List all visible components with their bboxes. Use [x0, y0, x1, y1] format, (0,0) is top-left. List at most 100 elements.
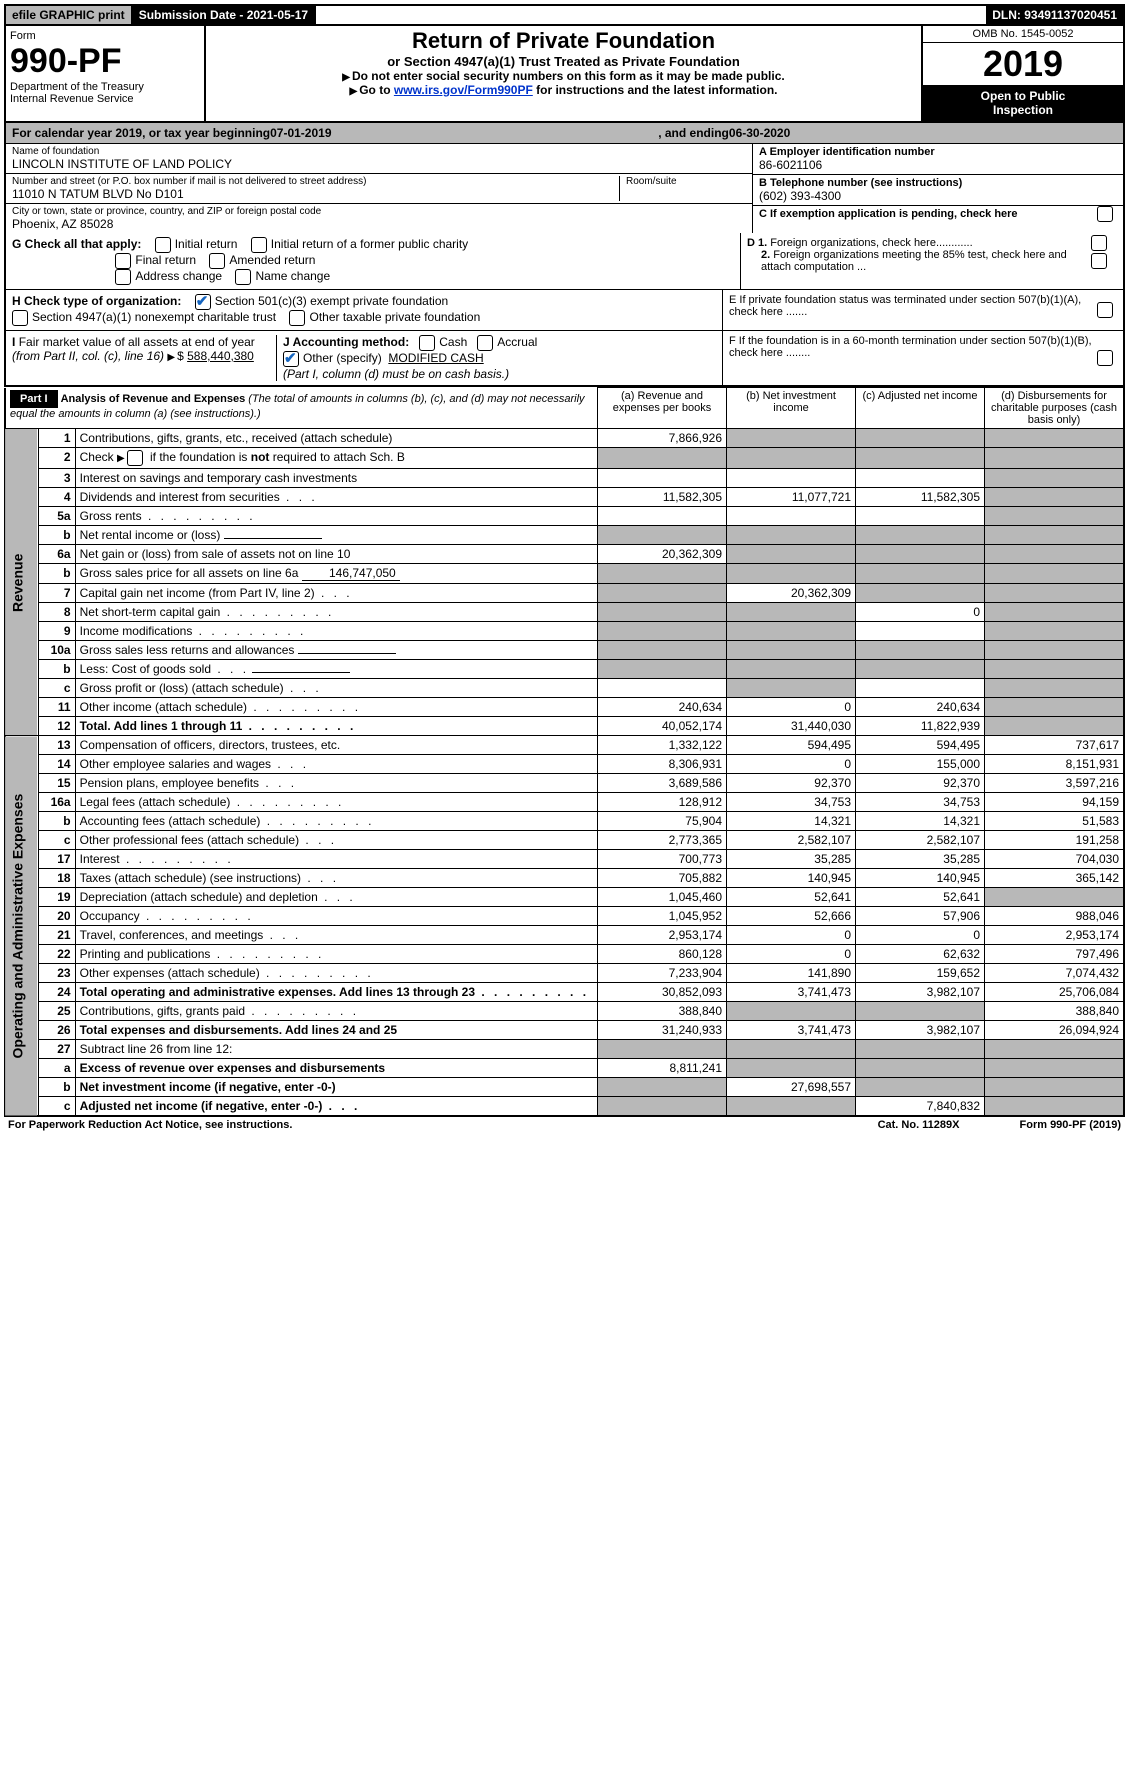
data-cell: 30,852,093 [598, 983, 727, 1002]
g-opt-4: Address change [135, 269, 222, 283]
table-row: bNet investment income (if negative, ent… [5, 1078, 1124, 1097]
line-number: 5a [38, 507, 75, 526]
data-cell [727, 641, 856, 660]
j-cash-label: Cash [439, 335, 467, 349]
g-final-return-checkbox[interactable] [115, 253, 131, 269]
data-cell [985, 622, 1125, 641]
j-cash-checkbox[interactable] [419, 335, 435, 351]
table-row: 12Total. Add lines 1 through 1140,052,17… [5, 717, 1124, 736]
city-value: Phoenix, AZ 85028 [12, 217, 746, 231]
line-description: Contributions, gifts, grants, etc., rece… [75, 429, 597, 448]
line-number: 11 [38, 698, 75, 717]
line-description: Excess of revenue over expenses and disb… [75, 1059, 597, 1078]
instruction-2: Go to www.irs.gov/Form990PF for instruct… [212, 83, 915, 97]
data-cell: 1,045,952 [598, 907, 727, 926]
data-cell: 62,632 [856, 945, 985, 964]
table-row: bGross sales price for all assets on lin… [5, 564, 1124, 584]
i-value: 588,440,380 [187, 349, 254, 363]
line-description: Interest on savings and temporary cash i… [75, 469, 597, 488]
line-number: 9 [38, 622, 75, 641]
name-label: Name of foundation [12, 146, 746, 157]
line-description: Gross profit or (loss) (attach schedule) [75, 679, 597, 698]
col-d-header: (d) Disbursements for charitable purpose… [985, 388, 1125, 429]
h-4947-checkbox[interactable] [12, 310, 28, 326]
line-number: 27 [38, 1040, 75, 1059]
g-opt-5: Name change [255, 269, 330, 283]
data-cell [727, 1097, 856, 1117]
data-cell: 8,151,931 [985, 755, 1125, 774]
side-label: Revenue [5, 429, 38, 736]
data-cell [985, 1059, 1125, 1078]
j-other-checkbox[interactable] [283, 351, 299, 367]
submission-date: Submission Date - 2021-05-17 [133, 6, 316, 24]
data-cell: 240,634 [856, 698, 985, 717]
part1-table: Part I Analysis of Revenue and Expenses … [4, 387, 1125, 1117]
row-h-e: H Check type of organization: Section 50… [4, 290, 1125, 331]
data-cell [985, 448, 1125, 469]
data-cell [598, 641, 727, 660]
line-number: 3 [38, 469, 75, 488]
line-description: Legal fees (attach schedule) [75, 793, 597, 812]
line-number: 15 [38, 774, 75, 793]
data-cell: 0 [727, 945, 856, 964]
h-501c3-checkbox[interactable] [195, 294, 211, 310]
data-cell: 704,030 [985, 850, 1125, 869]
h-opt-2: Section 4947(a)(1) nonexempt charitable … [32, 310, 276, 324]
line-number: 18 [38, 869, 75, 888]
j-accrual-label: Accrual [497, 335, 537, 349]
c-checkbox[interactable] [1097, 206, 1113, 222]
line-description: Net gain or (loss) from sale of assets n… [75, 545, 597, 564]
data-cell: 141,890 [727, 964, 856, 983]
line-number: c [38, 1097, 75, 1117]
d2-checkbox[interactable] [1091, 253, 1107, 269]
data-cell: 11,582,305 [598, 488, 727, 507]
line-number: c [38, 831, 75, 850]
h-other-taxable-checkbox[interactable] [289, 310, 305, 326]
f-dots: ........ [786, 347, 810, 359]
f-checkbox[interactable] [1097, 350, 1113, 366]
table-row: 26Total expenses and disbursements. Add … [5, 1021, 1124, 1040]
data-cell [985, 488, 1125, 507]
city-label: City or town, state or province, country… [12, 206, 746, 217]
data-cell: 14,321 [727, 812, 856, 831]
data-cell: 388,840 [985, 1002, 1125, 1021]
phone-label: B Telephone number (see instructions) [759, 177, 1117, 189]
table-row: 14Other employee salaries and wages8,306… [5, 755, 1124, 774]
data-cell: 94,159 [985, 793, 1125, 812]
table-row: 19Depreciation (attach schedule) and dep… [5, 888, 1124, 907]
data-cell: 159,652 [856, 964, 985, 983]
data-cell [856, 622, 985, 641]
data-cell [856, 564, 985, 584]
page-footer: For Paperwork Reduction Act Notice, see … [4, 1117, 1125, 1133]
form-label: Form [10, 30, 200, 42]
data-cell: 52,641 [856, 888, 985, 907]
data-cell: 3,982,107 [856, 983, 985, 1002]
f-text: F If the foundation is in a 60-month ter… [729, 335, 1092, 359]
irs-link[interactable]: www.irs.gov/Form990PF [394, 83, 533, 97]
line-number: 10a [38, 641, 75, 660]
g-address-change-checkbox[interactable] [115, 269, 131, 285]
data-cell [727, 507, 856, 526]
data-cell [727, 1040, 856, 1059]
line-description: Printing and publications [75, 945, 597, 964]
g-amended-checkbox[interactable] [209, 253, 225, 269]
line-description: Income modifications [75, 622, 597, 641]
data-cell: 2,773,365 [598, 831, 727, 850]
data-cell [985, 507, 1125, 526]
table-row: 3Interest on savings and temporary cash … [5, 469, 1124, 488]
data-cell [856, 1040, 985, 1059]
g-initial-former-checkbox[interactable] [251, 237, 267, 253]
g-name-change-checkbox[interactable] [235, 269, 251, 285]
data-cell: 8,811,241 [598, 1059, 727, 1078]
g-opt-1: Initial return of a former public charit… [271, 237, 468, 251]
e-checkbox[interactable] [1097, 302, 1113, 318]
table-row: 27Subtract line 26 from line 12: [5, 1040, 1124, 1059]
j-accrual-checkbox[interactable] [477, 335, 493, 351]
data-cell [856, 641, 985, 660]
data-cell: 8,306,931 [598, 755, 727, 774]
dln-label: DLN: 93491137020451 [986, 6, 1123, 24]
data-cell [727, 660, 856, 679]
data-cell: 988,046 [985, 907, 1125, 926]
data-cell: 0 [856, 926, 985, 945]
g-initial-return-checkbox[interactable] [155, 237, 171, 253]
